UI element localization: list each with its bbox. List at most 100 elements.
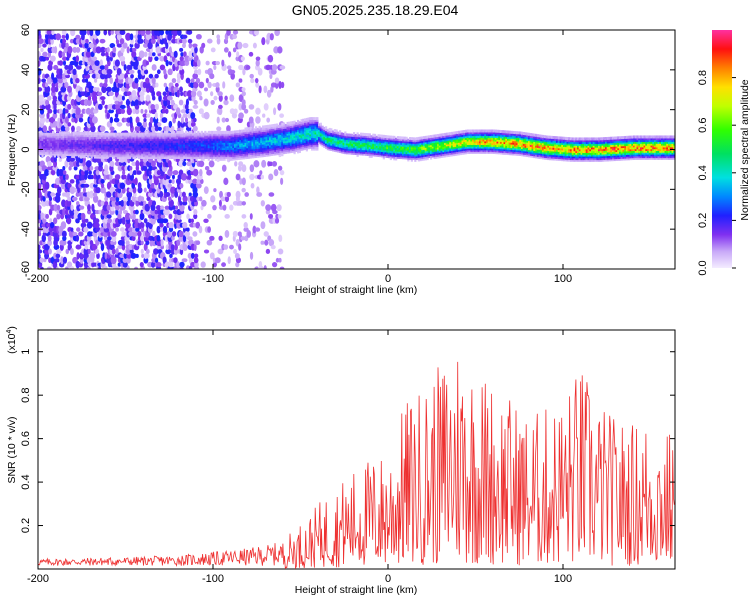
spectrogram-cell — [69, 186, 76, 194]
spectrogram-cell — [120, 108, 126, 114]
spectrogram-cell — [241, 87, 246, 92]
spectrogram-cell — [203, 218, 209, 224]
spectrogram-cell — [117, 94, 123, 102]
figure-title: GN05.2025.235.18.29.E04 — [292, 2, 459, 18]
spectrogram-cell — [92, 90, 97, 97]
spectrogram-cell — [75, 234, 80, 242]
spectrogram-cell — [151, 200, 157, 207]
spectrogram-cell — [140, 30, 146, 37]
spectrogram-cell — [66, 261, 73, 268]
spectrogram-cell — [222, 204, 227, 211]
spectrogram-cell — [99, 65, 106, 70]
spectrogram-cell — [241, 201, 247, 206]
spectrogram-cell — [319, 122, 322, 126]
spectrogram-cell — [109, 77, 113, 85]
spectrogram-cell — [94, 103, 100, 111]
spectrogram-cell — [119, 38, 125, 45]
spectrogram-cell — [223, 47, 229, 53]
spectrogram-cell — [134, 108, 140, 115]
spectrogram-cell — [134, 209, 139, 215]
spectrogram-cell — [49, 221, 55, 229]
spectrogram-cell — [197, 68, 202, 76]
spectrogram-cell — [265, 204, 272, 212]
spectrogram-cell — [277, 46, 283, 54]
spectrogram-cell — [150, 104, 156, 110]
spectrogram-cell — [62, 38, 67, 44]
spectrogram-cell — [132, 170, 138, 176]
spectrogram-cell — [165, 42, 169, 49]
spectrogram-cell — [174, 243, 178, 251]
spectrogram-cell — [42, 51, 48, 57]
spectrogram-cell — [98, 266, 102, 269]
spectrogram-cell — [150, 108, 157, 115]
spectrogram-cell — [171, 174, 175, 180]
spectrogram-cell — [105, 239, 112, 247]
spectrogram-cell — [121, 216, 126, 225]
spectrogram-cell — [154, 212, 160, 221]
spectrogram-cell — [56, 213, 61, 220]
spectrogram-cell — [152, 52, 156, 57]
spectrogram-cell — [80, 113, 84, 118]
spectrogram-cell — [54, 194, 61, 203]
spectrogram-cell — [237, 231, 242, 237]
spectrogram-cell — [174, 59, 179, 67]
spectrogram-cell — [325, 126, 328, 130]
spectrogram-cell — [64, 81, 69, 89]
spectrogram-cell — [143, 187, 147, 193]
spectrogram-cell — [104, 104, 109, 110]
spectrogram-cell — [61, 91, 67, 96]
spectrogram-cell — [78, 196, 84, 202]
spectrogram-cell — [51, 82, 56, 88]
spectrogram-cell — [112, 46, 117, 54]
spectrogram-cell — [124, 165, 128, 171]
spectrogram-cell — [53, 238, 58, 247]
spectrogram-cell — [42, 196, 46, 202]
spectrogram-cell — [103, 30, 108, 36]
spectrogram-cell — [129, 64, 133, 71]
spectrogram-cell — [54, 46, 58, 54]
spectrogram-cell — [163, 68, 167, 76]
spectrogram-cell — [47, 239, 53, 246]
spectrogram-cell — [178, 99, 184, 106]
spectrogram-cell — [70, 227, 74, 232]
spectrogram-cell — [139, 91, 145, 97]
spectrogram-cell — [115, 227, 119, 232]
spectrogram-cell — [196, 59, 201, 67]
spectrogram-cell — [42, 73, 46, 79]
spectrogram-cell — [88, 170, 92, 175]
spectrogram-cell — [157, 122, 162, 127]
spectrogram-cell — [232, 230, 238, 238]
spectrogram-cell — [130, 252, 137, 259]
spectrogram-cell — [105, 51, 109, 57]
spectrogram-cell — [156, 262, 162, 268]
spectrogram-cell — [100, 46, 106, 54]
spectrogram-cell — [46, 30, 53, 35]
spectrogram-cell — [260, 200, 265, 207]
spectrogram-cell — [53, 108, 58, 115]
spectrogram-cell — [216, 34, 221, 40]
spectrogram-cell — [257, 67, 263, 76]
spectrogram-cell — [67, 46, 73, 54]
spectrogram-cell — [244, 192, 249, 197]
spectrogram-cell — [159, 112, 164, 119]
spectrogram-cell — [80, 212, 86, 221]
spectrogram-cell — [68, 230, 75, 238]
spectrogram-cell — [59, 68, 63, 76]
spectrogram-cell — [125, 240, 130, 246]
spectrogram-cell — [116, 122, 123, 127]
spectrogram-cell — [111, 199, 118, 207]
spectrogram-cell — [268, 173, 274, 181]
spectrogram-cell — [95, 169, 100, 176]
spectrogram-cell — [119, 208, 123, 216]
spectrogram-cell — [50, 169, 56, 176]
spectrogram-cell — [221, 59, 225, 67]
spectrogram-cell — [129, 47, 133, 53]
spectrogram-cell — [114, 223, 121, 228]
spectrogram-cell — [194, 253, 199, 259]
spectrogram-cell — [148, 187, 153, 194]
spectrogram-cell — [126, 265, 130, 269]
spectrogram-cell — [108, 109, 115, 114]
spectrogram-cell — [129, 249, 134, 254]
spectrogram-cell — [107, 74, 112, 79]
spectrogram-cell — [49, 33, 55, 40]
